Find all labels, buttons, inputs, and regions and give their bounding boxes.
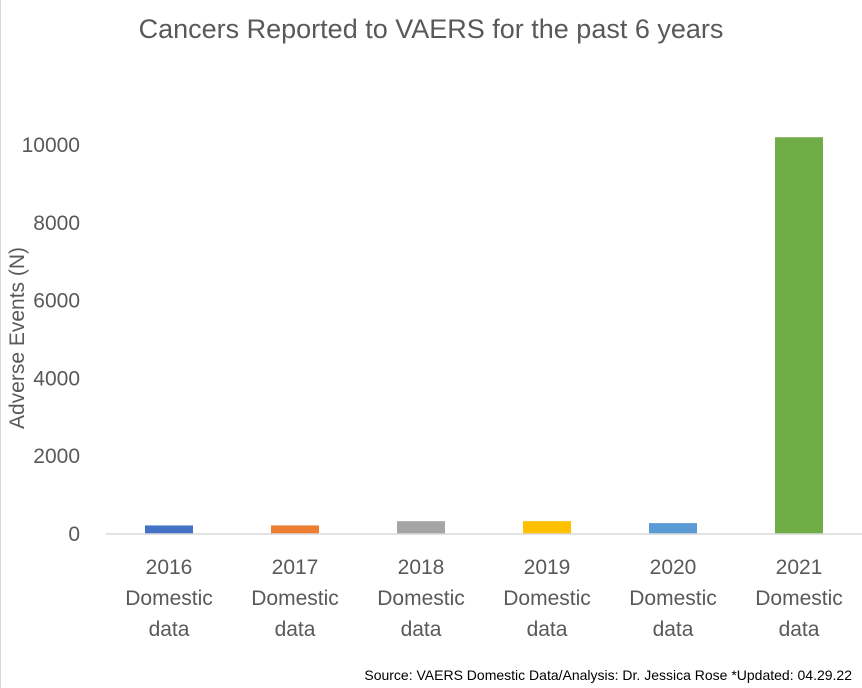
y-tick-label: 6000 [33, 290, 80, 313]
y-tick-label: 0 [68, 523, 80, 546]
x-tick-label: 2020 Domestic data [629, 556, 717, 641]
bar-2021 [775, 137, 823, 534]
bar-2019 [523, 521, 571, 534]
bars [145, 137, 823, 534]
x-tick-label: 2018 Domestic data [377, 556, 465, 641]
y-tick-label: 2000 [33, 445, 80, 468]
y-axis-ticks: 0 2000 4000 6000 8000 10000 [22, 134, 80, 546]
x-tick-label: 2019 Domestic data [503, 556, 591, 641]
x-tick-label: 2021 Domestic data [755, 556, 843, 641]
y-tick-label: 8000 [33, 212, 80, 235]
bar-2016 [145, 525, 193, 534]
bar-2017 [271, 525, 319, 534]
bar-2020 [649, 523, 697, 534]
source-note: Source: VAERS Domestic Data/Analysis: Dr… [364, 667, 852, 683]
bar-2018 [397, 521, 445, 534]
y-axis-label: Adverse Events (N) [6, 247, 29, 429]
x-tick-label: 2016 Domestic data [125, 556, 213, 641]
y-tick-label: 4000 [33, 367, 80, 390]
y-tick-label: 10000 [22, 134, 80, 157]
chart-title: Cancers Reported to VAERS for the past 6… [139, 14, 724, 44]
x-axis-ticks: 2016 Domestic data 2017 Domestic data 2018 Dome… [125, 556, 843, 641]
x-tick-label: 2017 Domestic data [251, 556, 339, 641]
